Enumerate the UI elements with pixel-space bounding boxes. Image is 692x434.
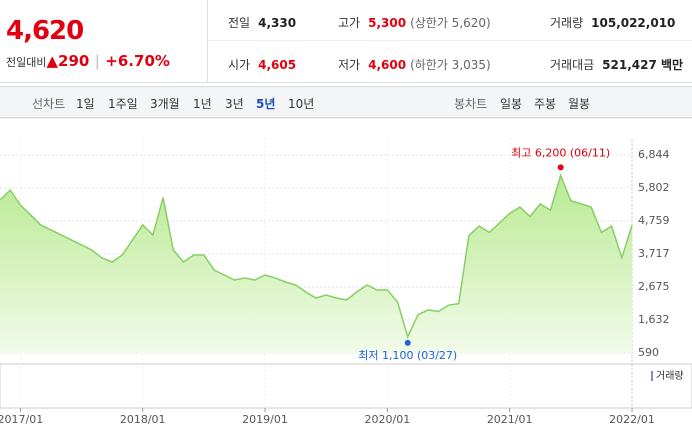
y-tick-label: 590 [638,346,659,359]
x-tick-label: 2020/01 [365,413,411,426]
volume-legend: 거래량 [656,370,684,382]
period-tab[interactable]: 1주일 [108,97,138,111]
chart: 거래량 6,844 5,802 4,759 3,717 2,675 1,632 590 2017… [0,118,692,426]
volume-legend-swatch [651,371,653,381]
y-tick-label: 5,802 [638,181,670,194]
area [0,175,632,353]
change-value: 290 [58,52,90,70]
field: 고가 5,300 (상한가 5,620) [338,14,491,31]
change-label: 전일대비 [6,56,47,69]
extreme-dot [557,164,564,171]
field: 저가 4,600 (하한가 3,035) [338,56,491,73]
field-label: 저가 [338,58,361,72]
x-tick-label: 2021/01 [487,413,533,426]
x-tick-label: 2022/01 [609,413,655,426]
y-tick-label: 2,675 [638,280,670,293]
candle-tab[interactable]: 주봉 [534,97,557,111]
field-note: (상한가 5,620) [410,16,491,30]
field-value: 105,022,010 [591,16,676,30]
period-tab[interactable]: 3년 [225,97,244,111]
period-tab[interactable]: 1년 [193,97,212,111]
period-tab[interactable]: 5년 [256,97,276,111]
tab-label: 선차트 [32,97,66,111]
field-label: 거래량 [550,16,584,30]
field: 전일 4,330 [228,14,296,31]
volume-panel [0,363,692,409]
change-rate: +6.70% [105,52,170,70]
field-value: 4,605 [258,58,297,72]
field-value: 4,330 [258,16,297,30]
field: 시가 4,605 [228,56,296,73]
extreme-label: 최고 6,200 (06/11) [511,146,610,159]
field-label: 시가 [228,58,251,72]
field: 거래량 105,022,010 [550,14,675,31]
field-label: 전일 [228,16,251,30]
field-note: (하한가 3,035) [410,58,491,72]
period-tab[interactable]: 1일 [76,97,95,111]
x-tick-label: 2019/01 [242,413,288,426]
tab-bar: 선차트 1일 1주일 3개월 1년 3년 5년 10년 봉차트 일봉 주봉 월봉 [0,86,692,118]
line [0,173,633,339]
field-value: 521,427 백만 [602,58,684,72]
extreme-label: 최저 1,100 (03/27) [358,349,457,362]
price: 4,620 [6,16,84,46]
period-tab[interactable]: 10년 [288,97,315,111]
x-tick-label: 2017/01 [0,413,43,426]
candle-tab[interactable]: 월봉 [568,97,591,111]
tab-label: 봉차트 [454,97,488,111]
y-tick-label: 6,844 [638,148,670,161]
divider [208,40,692,41]
field-label: 거래대금 [550,58,595,72]
y-tick-label: 4,759 [638,214,670,227]
field: 거래대금 521,427 백만 [550,56,683,73]
quote-header: 4,620 전일대비▲290 | +6.70% 전일 4,330 고가 5,300 (상… [0,0,692,83]
period-tab[interactable]: 3개월 [150,97,180,111]
y-tick-label: 3,717 [638,247,670,260]
change: 전일대비▲290 | +6.70% [6,52,170,70]
price-box: 4,620 전일대비▲290 | +6.70% [0,0,208,82]
candle-tab[interactable]: 일봉 [500,97,523,111]
y-tick-label: 1,632 [638,313,670,326]
change-arrow: ▲ [46,52,59,70]
extreme-dot [404,339,411,346]
field-label: 고가 [338,16,361,30]
field-value: 4,600 [368,58,407,72]
field-value: 5,300 [368,16,407,30]
x-tick-label: 2018/01 [120,413,166,426]
